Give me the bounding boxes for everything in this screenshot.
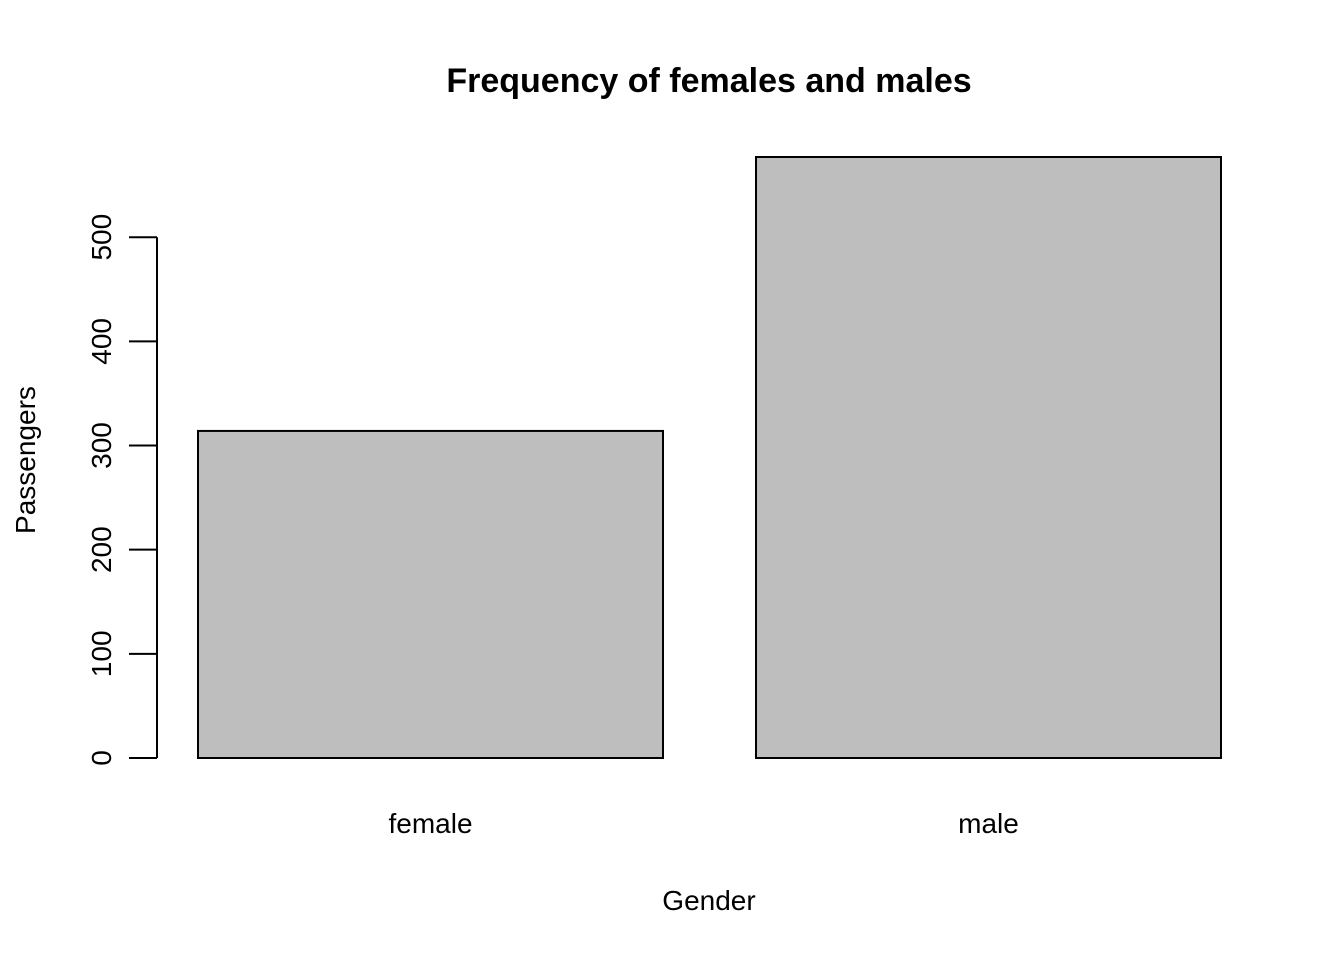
bar-female <box>197 429 664 759</box>
x-axis-labels: female male <box>388 808 1018 839</box>
y-tick-label-100: 100 <box>86 630 117 677</box>
bars-layer <box>197 156 1222 759</box>
y-tick-label-200: 200 <box>86 526 117 573</box>
y-axis-title: Passengers <box>10 386 41 534</box>
x-axis-title: Gender <box>662 885 755 916</box>
bar-male <box>755 156 1222 759</box>
y-tick-label-500: 500 <box>86 214 117 261</box>
y-tick-label-0: 0 <box>86 750 117 766</box>
x-tick-label-male: male <box>958 808 1019 839</box>
x-tick-label-female: female <box>388 808 472 839</box>
y-axis: 0 100 200 300 400 500 <box>86 214 158 766</box>
y-tick-label-400: 400 <box>86 318 117 365</box>
y-tick-label-300: 300 <box>86 422 117 469</box>
chart-title: Frequency of females and males <box>446 62 971 100</box>
